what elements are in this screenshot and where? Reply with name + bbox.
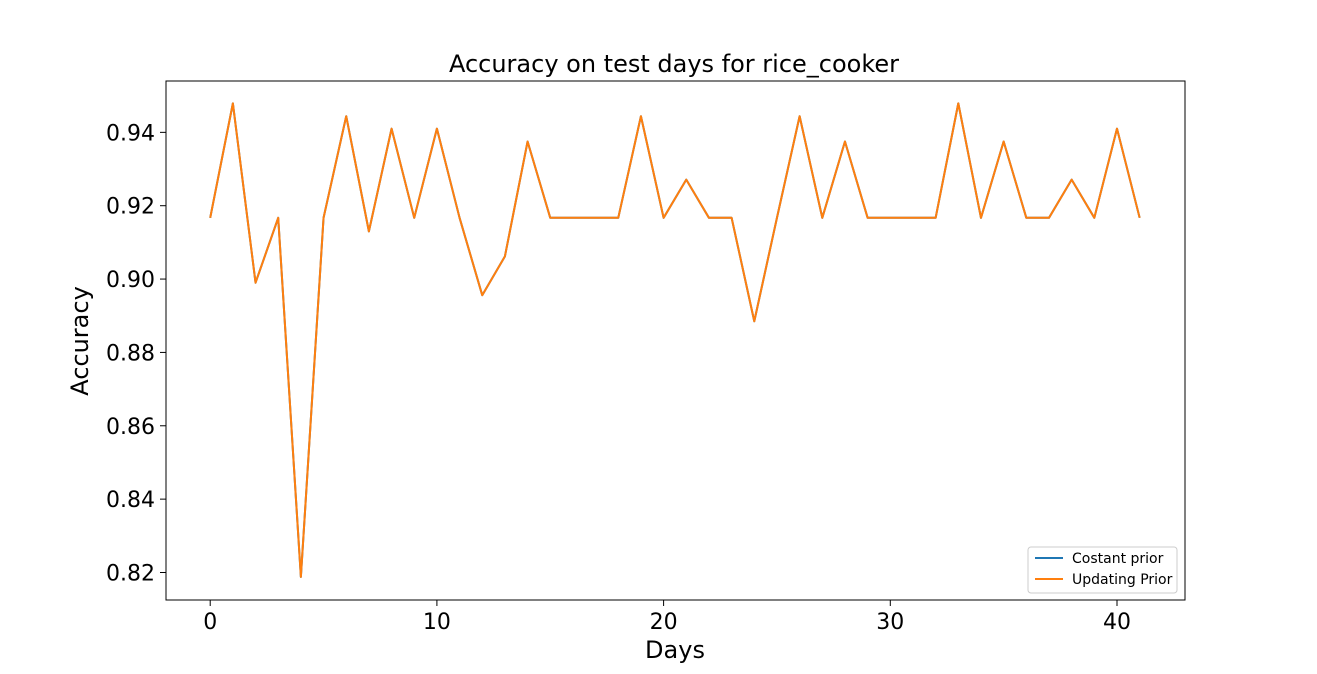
legend: Costant prior Updating Prior bbox=[1027, 546, 1178, 594]
series-line-costant-prior bbox=[209, 102, 1141, 578]
legend-label-costant-prior: Costant prior bbox=[1072, 551, 1164, 567]
y-tick-label: 0.82 bbox=[106, 561, 155, 586]
series-layer bbox=[209, 102, 1141, 578]
y-tick-label: 0.94 bbox=[106, 121, 155, 146]
y-axis-label: Accuracy bbox=[66, 286, 94, 396]
chart-title: Accuracy on test days for rice_cooker bbox=[449, 50, 899, 78]
y-tick-label: 0.90 bbox=[106, 268, 155, 293]
x-tick-label: 20 bbox=[650, 610, 678, 635]
x-axis-ticks: 0 10 20 30 40 bbox=[203, 600, 1131, 635]
x-tick-label: 10 bbox=[423, 610, 451, 635]
y-axis-ticks: 0.82 0.84 0.86 0.88 0.90 0.92 0.94 bbox=[106, 121, 166, 586]
x-tick-label: 40 bbox=[1103, 610, 1131, 635]
x-tick-label: 0 bbox=[203, 610, 217, 635]
legend-box bbox=[1027, 546, 1178, 594]
y-tick-label: 0.88 bbox=[106, 341, 155, 366]
series-line-updating-prior bbox=[209, 102, 1141, 578]
plot-frame bbox=[165, 80, 1186, 601]
x-axis-label: Days bbox=[645, 636, 705, 664]
legend-label-updating-prior: Updating Prior bbox=[1072, 572, 1173, 588]
y-tick-label: 0.86 bbox=[106, 415, 155, 440]
y-tick-label: 0.92 bbox=[106, 195, 155, 220]
x-tick-label: 30 bbox=[876, 610, 904, 635]
y-tick-label: 0.84 bbox=[106, 488, 155, 513]
